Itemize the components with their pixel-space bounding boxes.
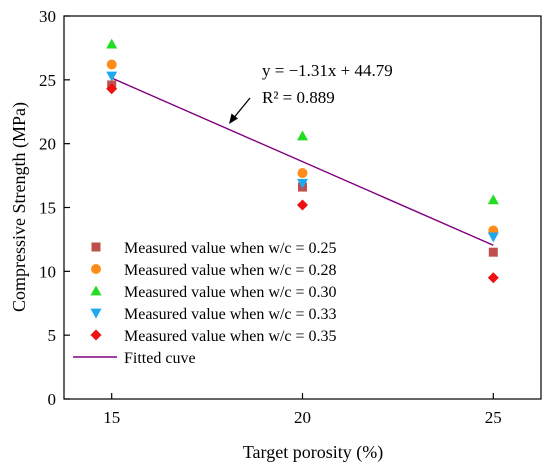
legend-label-1: Measured value when w/c = 0.25 <box>124 240 337 257</box>
legend-marker-1 <box>91 242 101 252</box>
fit-annotation: y = −1.31x + 44.79 R² = 0.889 <box>229 61 393 124</box>
data-point-s3-1 <box>106 38 118 49</box>
legend-label-4: Measured value when w/c = 0.33 <box>124 306 337 323</box>
y-tick-label: 25 <box>39 71 56 90</box>
legend-label-5: Measured value when w/c = 0.35 <box>124 328 337 345</box>
axes-layer: 15 20 25 0 5 10 15 20 25 30 <box>39 7 502 427</box>
legend-label-2: Measured value when w/c = 0.28 <box>124 262 337 279</box>
data-point-s4-3 <box>487 232 499 243</box>
y-tick-label: 10 <box>39 262 56 281</box>
data-point-s3-3 <box>487 194 499 205</box>
y-tick-label: 0 <box>48 390 57 409</box>
legend-marker-3 <box>90 285 102 296</box>
y-tick-label: 30 <box>39 7 56 26</box>
x-tick-label: 15 <box>103 408 120 427</box>
data-point-s5-3 <box>487 272 499 284</box>
y-tick-label: 15 <box>39 199 56 218</box>
legend-label-3: Measured value when w/c = 0.30 <box>124 284 337 301</box>
data-point-s4-1 <box>106 71 118 82</box>
data-point-s4-2 <box>297 178 308 189</box>
x-tick-label: 25 <box>485 408 502 427</box>
data-point-s5-1 <box>106 83 118 95</box>
fit-layer <box>111 77 494 246</box>
legend: Measured value when w/c = 0.25 Measured v… <box>73 240 337 367</box>
data-point-s1-3 <box>488 247 498 257</box>
r-squared-label: R² = 0.889 <box>262 88 335 107</box>
data-point-s5-2 <box>297 199 308 211</box>
x-axis-title: Target porosity (%) <box>243 442 383 463</box>
y-tick-label: 20 <box>39 135 56 154</box>
marks-layer <box>106 38 499 284</box>
data-point-s3-2 <box>297 130 308 141</box>
annotation-arrow-head <box>229 113 238 124</box>
x-tick-label: 20 <box>294 408 311 427</box>
equation-label: y = −1.31x + 44.79 <box>262 61 393 80</box>
legend-marker-5 <box>90 329 102 341</box>
y-axis-title: Compressive Strength (MPa) <box>9 102 30 312</box>
data-point-s2-2 <box>297 168 308 179</box>
data-point-s2-1 <box>106 59 117 70</box>
legend-marker-2 <box>91 264 101 274</box>
legend-marker-4 <box>90 308 102 319</box>
y-tick-label: 5 <box>48 326 57 345</box>
fitted-line <box>111 77 494 246</box>
legend-label-fit: Fitted cuve <box>124 350 196 367</box>
